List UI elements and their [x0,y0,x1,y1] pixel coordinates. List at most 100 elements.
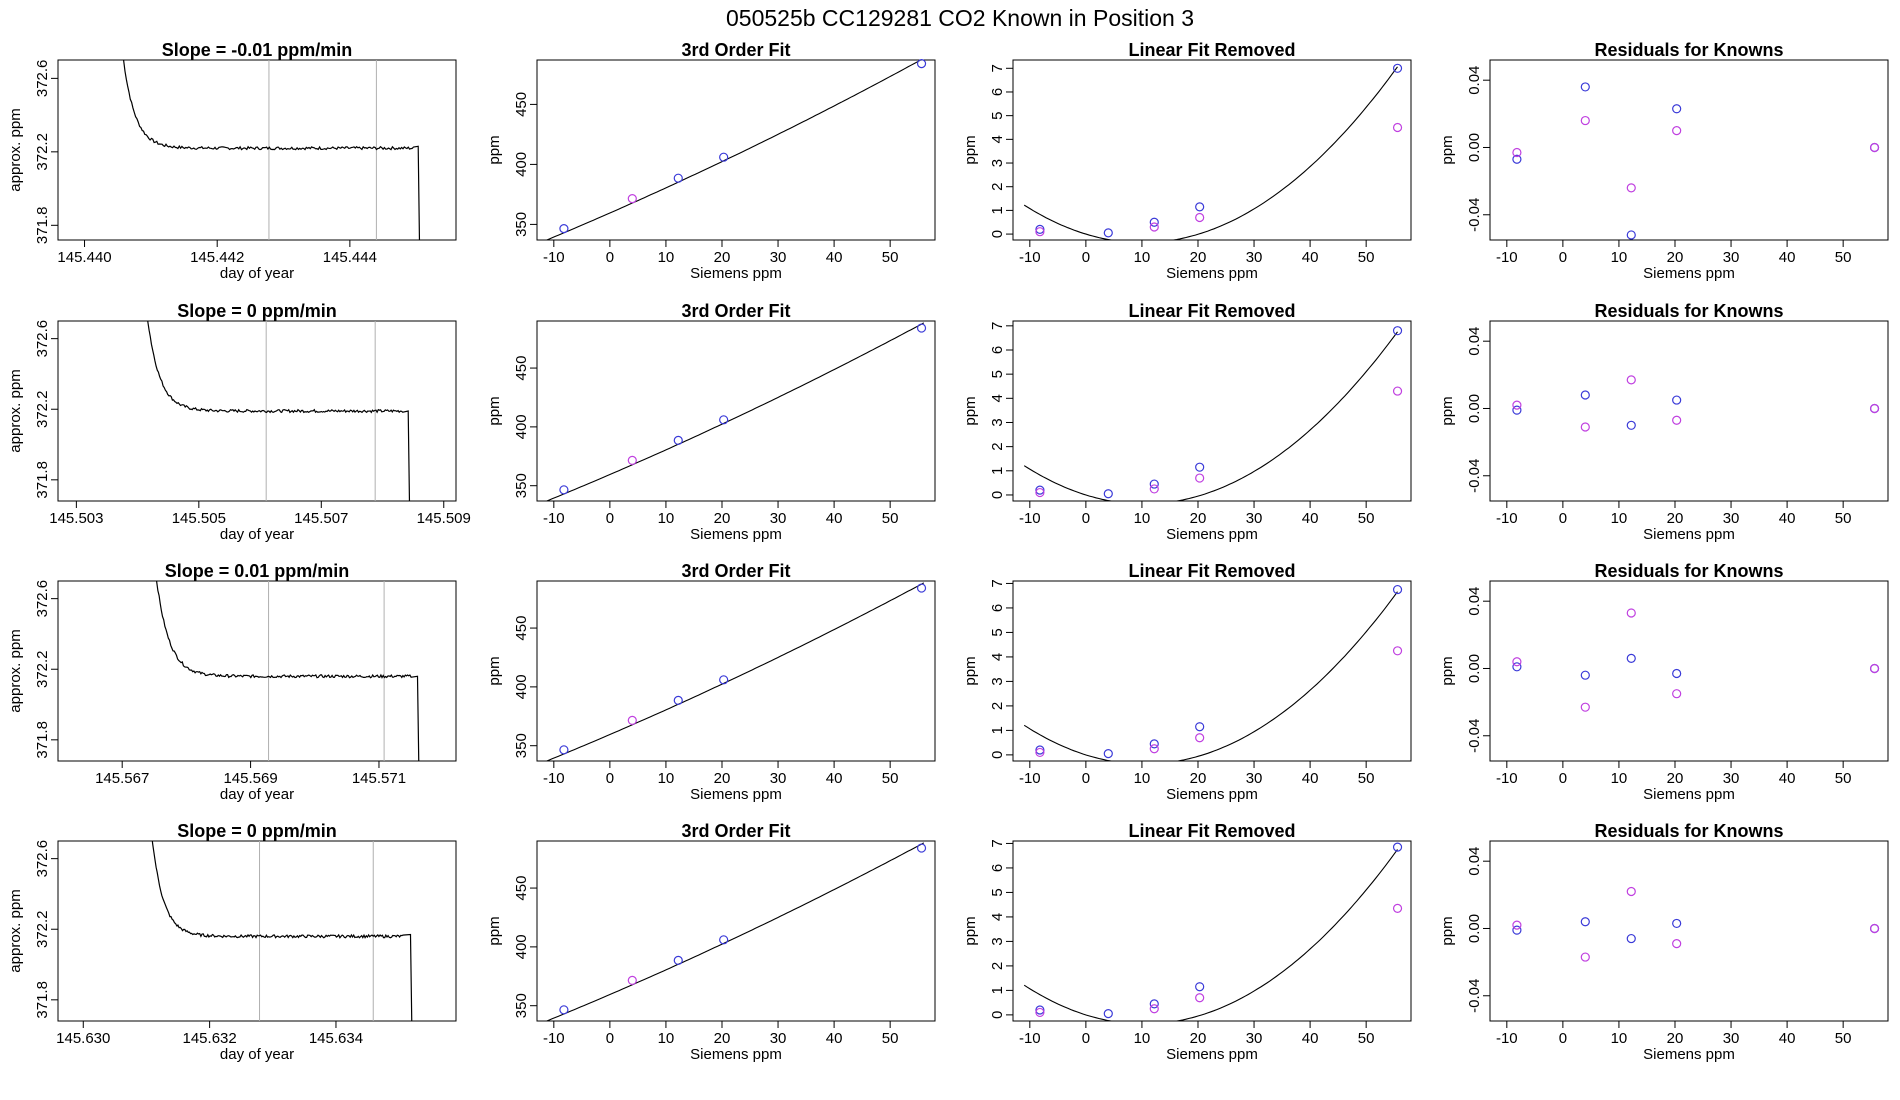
x-tick-label: 10 [658,249,675,266]
panel-2-4: Residuals for Knowns -10 0 10 20 30 40 50 -0.04 0… [1439,301,1889,543]
y-axis-label: approx. ppm [7,369,24,452]
y-tick-label: 371.8 [34,461,51,499]
panel-title: Slope = 0 ppm/min [177,821,337,841]
x-tick-label: 40 [1302,249,1319,266]
fit-point [673,955,683,966]
y-tick-label: 3 [989,159,1006,167]
y-tick-label: 350 [513,212,530,237]
y-tick-label: 400 [513,414,530,439]
y-axis-label: ppm [486,135,503,164]
plot-area [1023,849,1398,1021]
panel-title: 3rd Order Fit [681,821,790,841]
panel-1-2: 3rd Order Fit -10 0 10 20 30 40 50 350 400 450 Siem… [486,40,936,282]
y-tick-label: 0.04 [1466,587,1483,616]
plot-area [1023,591,1398,761]
y-tick-label: 372.6 [34,580,51,618]
fit-point [719,935,729,945]
x-tick-label: 20 [714,770,731,787]
y-axis-label: ppm [486,916,503,945]
y-tick-label: 372.2 [34,390,51,428]
y-tick-label: 6 [989,88,1006,96]
x-tick-label: 30 [770,770,787,787]
fit-point [1035,224,1045,234]
fit-point [1035,1005,1045,1015]
x-tick-label: 145.440 [57,249,111,266]
y-tick-label: 372.2 [34,133,51,171]
fit-point [1672,668,1682,679]
x-tick-label: 20 [1667,1030,1684,1047]
y-tick-label: -0.04 [1466,459,1483,493]
y-tick-label: 0 [989,491,1006,499]
x-tick-label: 40 [826,249,843,266]
x-tick-label: 0 [1559,249,1567,266]
x-tick-label: 10 [658,770,675,787]
known-point [1580,422,1590,432]
x-tick-label: 145.567 [95,770,149,787]
plot-frame [1012,59,1412,241]
fit-point [1672,918,1682,929]
known-point [627,975,637,986]
known-point [1626,375,1636,385]
y-tick-label: 4 [989,135,1006,143]
x-tick-label: 40 [1779,770,1796,787]
fit-point [1149,479,1159,489]
fit-curve [545,60,922,240]
x-tick-label: 40 [1302,770,1319,787]
x-tick-label: 30 [770,510,787,527]
fit-point [1626,420,1636,430]
plot-frame [1489,580,1889,762]
x-tick-label: 30 [1723,770,1740,787]
x-tick-label: 20 [714,510,731,527]
fit-curve [1023,591,1398,761]
x-tick-label: 50 [1358,510,1375,527]
x-tick-label: -10 [1019,510,1041,527]
y-tick-label: 5 [989,888,1006,896]
y-axis-label: ppm [1439,916,1456,945]
y-tick-label: 0.04 [1466,847,1483,876]
known-point [1195,212,1205,223]
x-axis-label: Siemens ppm [1643,1046,1735,1063]
fit-point [1149,217,1159,227]
y-tick-label: 4 [989,913,1006,921]
x-tick-label: 30 [1246,249,1263,266]
x-tick-label: 50 [1835,770,1852,787]
x-tick-label: -10 [1019,770,1041,787]
y-tick-label: 0 [989,230,1006,238]
analyzer-trace [155,581,420,761]
fit-point [1103,489,1113,499]
known-point [1035,1007,1045,1018]
fit-point [719,415,729,425]
x-tick-label: 20 [1190,249,1207,266]
x-tick-label: -10 [1496,510,1518,527]
x-tick-label: 10 [1134,510,1151,527]
x-tick-label: 10 [1611,510,1628,527]
fit-point [1392,584,1403,595]
x-tick-label: 0 [1559,1030,1567,1047]
y-tick-label: 372.6 [34,320,51,358]
panel-title: Slope = -0.01 ppm/min [162,40,353,60]
fit-point [1195,462,1205,472]
known-point [1869,142,1880,153]
y-tick-label: 3 [989,418,1006,426]
plot-area [151,841,413,1021]
panel-title: Residuals for Knowns [1594,301,1783,321]
fit-curve [1023,66,1398,240]
y-axis-label: approx. ppm [7,108,24,191]
fit-point [673,695,683,706]
x-tick-label: 145.509 [417,510,471,527]
y-tick-label: 450 [513,616,530,641]
x-axis-label: Siemens ppm [1166,786,1258,803]
x-tick-label: 145.630 [56,1030,110,1047]
panel-1-1: Slope = -0.01 ppm/min 145.440 145.442 145.4… [7,40,457,282]
x-tick-label: 50 [1358,249,1375,266]
known-point [1035,227,1045,237]
x-tick-label: 0 [606,510,614,527]
y-tick-label: -0.04 [1466,979,1483,1013]
panel-1-3: Linear Fit Removed -10 0 10 20 30 40 50 0 1 2 3 4 5 6 7… [962,40,1412,282]
y-tick-label: 4 [989,394,1006,402]
x-tick-label: 0 [1082,510,1090,527]
fit-point [916,583,927,593]
known-point [1672,939,1682,949]
x-tick-label: 145.571 [352,770,406,787]
known-point [1149,1004,1159,1014]
